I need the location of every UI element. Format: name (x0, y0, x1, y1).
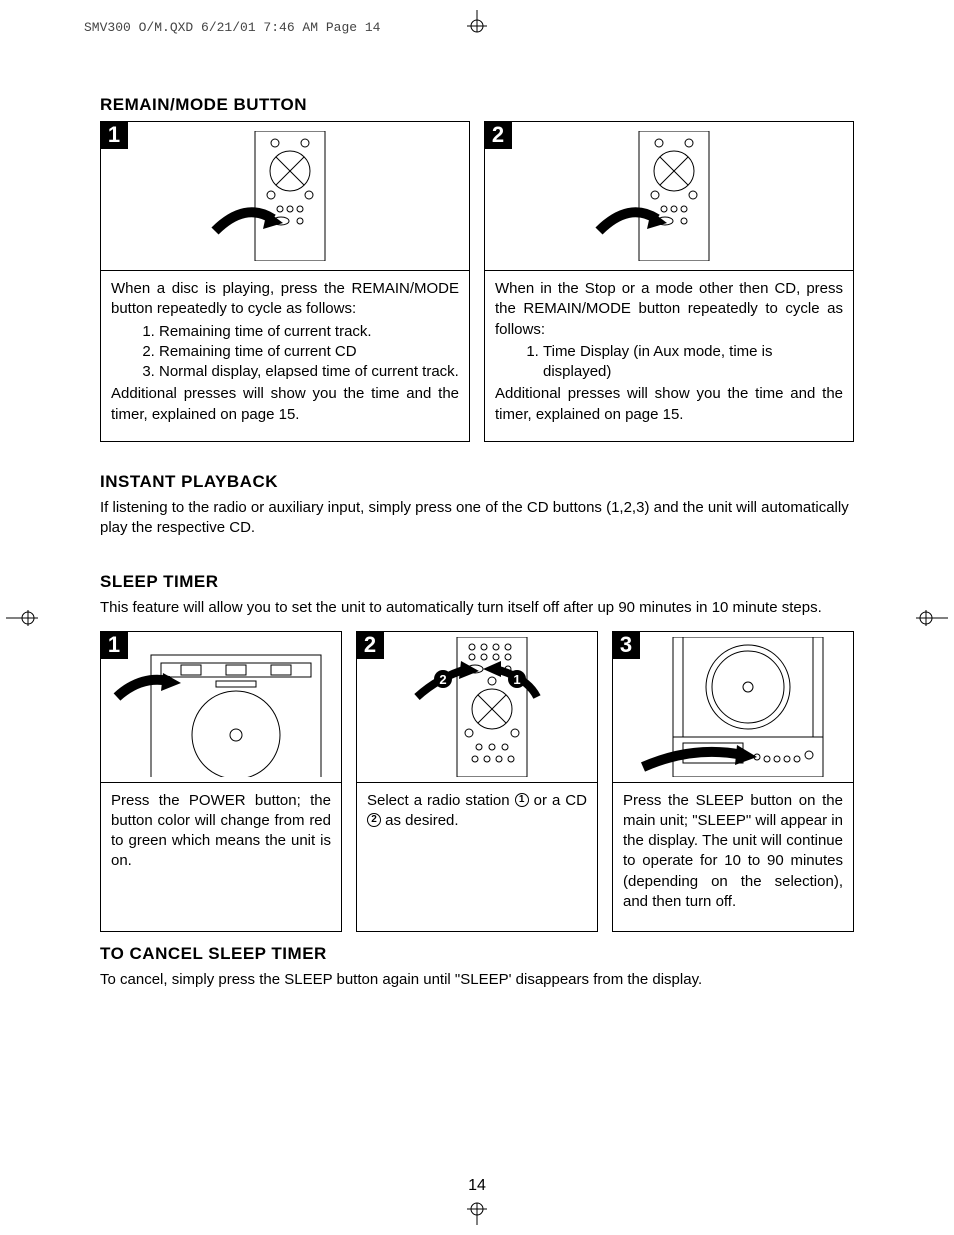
stereo-unit-icon (623, 637, 843, 777)
crop-mark-left (6, 606, 46, 630)
unit-figure-1: 1 (101, 632, 341, 782)
panel-text: When in the Stop or a mode other then CD… (485, 270, 853, 441)
sleep-panel-3: 3 (612, 631, 854, 932)
crop-mark-right (908, 606, 948, 630)
heading-cancel-sleep: TO CANCEL SLEEP TIMER (100, 944, 854, 964)
list-item: Normal display, elapsed time of current … (159, 362, 459, 382)
panel-text: Press the SLEEP button on the main unit;… (613, 782, 853, 931)
heading-sleep-timer: SLEEP TIMER (100, 572, 854, 592)
unit-figure-2: 3 (613, 632, 853, 782)
text-part-a: Select a radio station (367, 792, 515, 809)
intro-text: When in the Stop or a mode other then CD… (495, 280, 843, 338)
stereo-unit-icon (111, 637, 331, 777)
circled-1-icon: 1 (515, 793, 529, 807)
text-part-b: or a CD (529, 792, 587, 809)
step-badge: 1 (100, 121, 128, 149)
step-badge: 2 (484, 121, 512, 149)
sleep-panel-1: 1 Press the POWER button; the b (100, 631, 342, 932)
remain-mode-panel-1: 1 When a disc is playing, press t (100, 121, 470, 442)
intro-text: When a disc is playing, press the REMAIN… (111, 280, 459, 317)
step-badge: 1 (100, 631, 128, 659)
page: SMV300 O/M.QXD 6/21/01 7:46 AM Page 14 R… (0, 0, 954, 1235)
heading-remain-mode: REMAIN/MODE BUTTON (100, 95, 854, 115)
remain-mode-panel-2: 2 When in the Stop or a mode othe (484, 121, 854, 442)
list-item: Time Display (in Aux mode, time is displ… (543, 342, 843, 383)
remote-figure-2: 2 (485, 122, 853, 270)
remote-icon: 1 2 (367, 637, 587, 777)
panel-text: Select a radio station 1 or a CD 2 as de… (357, 782, 597, 931)
remote-icon (185, 131, 385, 261)
text-part-c: as desired. (381, 812, 459, 829)
list-item: Remaining time of current CD (159, 342, 459, 362)
cancel-sleep-body: To cancel, simply press the SLEEP button… (100, 970, 854, 990)
sleep-timer-row: 1 Press the POWER button; the b (100, 631, 854, 932)
circled-2-icon: 2 (367, 813, 381, 827)
outro-text: Additional presses will show you the tim… (111, 385, 459, 422)
content-area: REMAIN/MODE BUTTON 1 (100, 95, 854, 1175)
remain-mode-row: 1 When a disc is playing, press t (100, 121, 854, 442)
remote-figure-3: 2 1 (357, 632, 597, 782)
outro-text: Additional presses will show you the tim… (495, 385, 843, 422)
page-number: 14 (0, 1177, 954, 1195)
crop-mark-top (457, 10, 497, 34)
svg-text:1: 1 (513, 672, 520, 687)
remote-icon (569, 131, 769, 261)
step-badge: 3 (612, 631, 640, 659)
svg-text:2: 2 (439, 672, 446, 687)
cycle-list: Remaining time of current track. Remaini… (111, 322, 459, 383)
panel-text: Press the POWER button; the button color… (101, 782, 341, 931)
sleep-panel-2: 2 1 (356, 631, 598, 932)
cycle-list: Time Display (in Aux mode, time is displ… (495, 342, 843, 383)
remote-figure-1: 1 (101, 122, 469, 270)
sleep-timer-body: This feature will allow you to set the u… (100, 598, 854, 618)
list-item: Remaining time of current track. (159, 322, 459, 342)
print-header: SMV300 O/M.QXD 6/21/01 7:46 AM Page 14 (84, 20, 380, 35)
crop-mark-bottom (457, 1201, 497, 1225)
heading-instant-playback: INSTANT PLAYBACK (100, 472, 854, 492)
step-badge: 2 (356, 631, 384, 659)
instant-playback-body: If listening to the radio or auxiliary i… (100, 498, 854, 539)
panel-text: When a disc is playing, press the REMAIN… (101, 270, 469, 441)
